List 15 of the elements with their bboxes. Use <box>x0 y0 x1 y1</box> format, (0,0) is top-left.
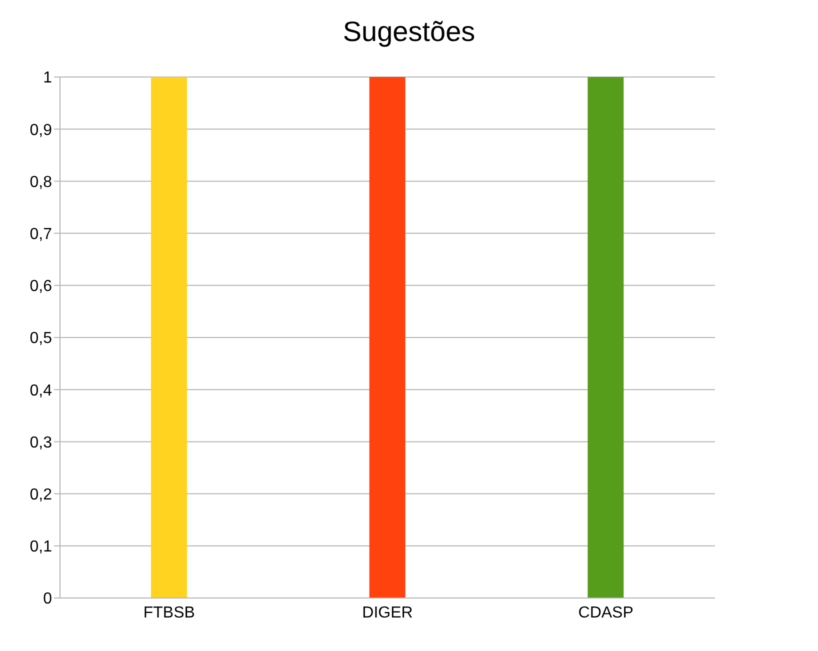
y-tick-label: 0,2 <box>30 486 52 504</box>
y-tick-label: 0,7 <box>30 226 52 243</box>
y-tick-label: 0,5 <box>30 330 52 348</box>
y-tick-label: 1 <box>43 70 52 87</box>
y-tick-label: 0,3 <box>30 434 52 452</box>
y-tick-label: 0,1 <box>30 538 52 556</box>
y-tick-label: 0,9 <box>30 122 52 139</box>
y-tick-label: 0,8 <box>30 174 52 191</box>
y-tick-label: 0,4 <box>30 382 52 400</box>
x-tick-label: CDASP <box>578 604 634 622</box>
chart-title: Sugestões <box>342 15 476 49</box>
y-tick-label: 0,6 <box>30 278 52 296</box>
x-tick-label: FTBSB <box>143 604 195 622</box>
y-tick-label: 0 <box>43 590 52 608</box>
x-tick-label: DIGER <box>362 604 413 622</box>
